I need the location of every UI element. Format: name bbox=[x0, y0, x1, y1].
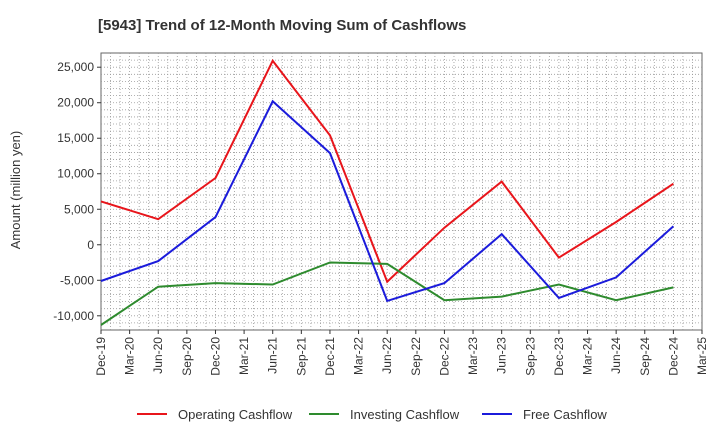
y-tick-label: 20,000 bbox=[57, 96, 94, 110]
y-tick-label: 15,000 bbox=[57, 131, 94, 145]
x-tick-label: Sep-24 bbox=[638, 337, 652, 376]
x-tick-label: Sep-22 bbox=[409, 337, 423, 376]
x-tick-label: Dec-24 bbox=[666, 337, 680, 376]
x-tick-label: Mar-22 bbox=[352, 337, 366, 375]
y-tick-label: 10,000 bbox=[57, 167, 94, 181]
x-tick-label: Dec-23 bbox=[552, 337, 566, 376]
legend-label: Investing Cashflow bbox=[350, 407, 460, 422]
legend-label: Operating Cashflow bbox=[178, 407, 293, 422]
x-tick-label: Sep-21 bbox=[294, 337, 308, 376]
x-axis: Dec-19 Mar-20 Jun-20 Sep-20 Dec-20 Mar-21 Jun-… bbox=[94, 330, 709, 376]
series-line-1 bbox=[100, 261, 674, 326]
x-tick-label: Mar-24 bbox=[581, 337, 595, 375]
plot-area bbox=[100, 52, 703, 331]
series-line-2 bbox=[100, 99, 675, 303]
x-tick-label: Dec-22 bbox=[437, 337, 451, 376]
y-tick-label: -5,000 bbox=[60, 273, 94, 287]
y-axis-label: Amount (million yen) bbox=[8, 131, 23, 250]
x-tick-label: Mar-25 bbox=[695, 337, 709, 375]
x-tick-label: Mar-23 bbox=[466, 337, 480, 375]
x-tick-label: Dec-19 bbox=[94, 337, 108, 376]
series-line-0 bbox=[100, 58, 674, 284]
x-tick-label: Jun-23 bbox=[495, 337, 509, 374]
legend-label: Free Cashflow bbox=[523, 407, 607, 422]
grid-lines bbox=[101, 53, 702, 330]
x-tick-label: Dec-20 bbox=[208, 337, 222, 376]
y-axis: -10,000 -5,000 0 5,000 10,000 15,000 20,000 25,… bbox=[53, 60, 101, 323]
chart-title: [5943] Trend of 12-Month Moving Sum of C… bbox=[98, 17, 466, 34]
x-tick-label: Jun-21 bbox=[266, 337, 280, 374]
legend: Operating Cashflow Investing Cashflow Free… bbox=[137, 407, 607, 422]
x-tick-label: Mar-21 bbox=[237, 337, 251, 375]
x-tick-label: Jun-24 bbox=[609, 337, 623, 374]
series-lines bbox=[100, 58, 675, 326]
x-tick-label: Jun-20 bbox=[151, 337, 165, 374]
x-tick-label: Sep-23 bbox=[523, 337, 537, 376]
x-tick-label: Dec-21 bbox=[323, 337, 337, 376]
y-tick-label: 5,000 bbox=[64, 202, 94, 216]
y-tick-label: 25,000 bbox=[57, 60, 94, 74]
y-tick-label: -10,000 bbox=[53, 309, 94, 323]
x-tick-label: Mar-20 bbox=[123, 337, 137, 375]
x-tick-label: Jun-22 bbox=[380, 337, 394, 374]
x-tick-label: Sep-20 bbox=[180, 337, 194, 376]
y-tick-label: 0 bbox=[87, 238, 94, 252]
